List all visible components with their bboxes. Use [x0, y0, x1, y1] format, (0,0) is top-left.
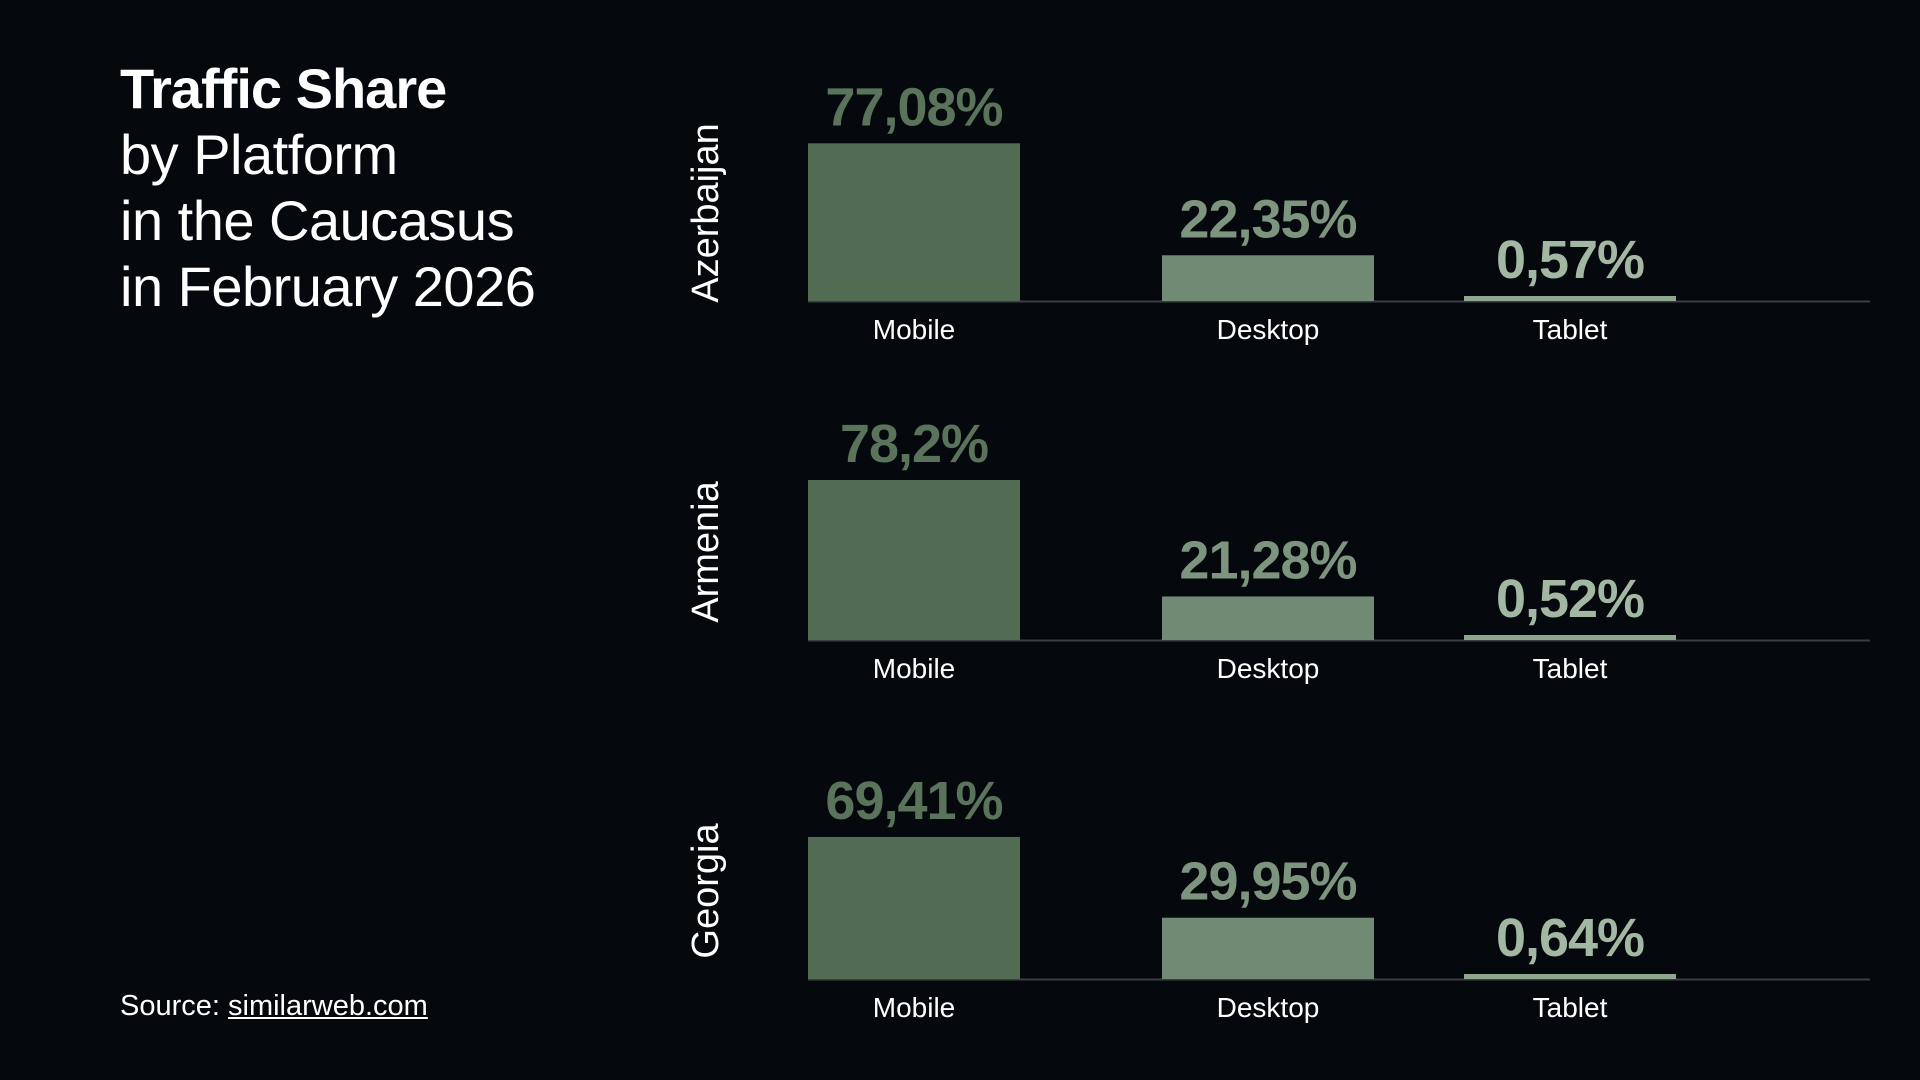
- bar-georgia-mobile: [808, 836, 1020, 979]
- value-label-georgia-mobile: 69,41%: [825, 771, 1002, 831]
- chart-subtitle-line-1: by Platform: [120, 123, 398, 186]
- value-label-armenia-tablet: 0,52%: [1496, 569, 1644, 629]
- value-label-armenia-mobile: 78,2%: [840, 414, 988, 474]
- value-label-georgia-desktop: 29,95%: [1179, 852, 1356, 912]
- chart-subtitle-line-2: in the Caucasus: [120, 189, 515, 252]
- category-label-azerbaijan-desktop: Desktop: [1217, 314, 1320, 345]
- country-label-georgia: Georgia: [685, 823, 727, 959]
- bar-georgia-tablet: [1464, 974, 1676, 979]
- bar-azerbaijan-mobile: [808, 143, 1020, 301]
- chart-subtitle-line-3: in February 2026: [120, 255, 536, 318]
- value-label-georgia-tablet: 0,64%: [1496, 908, 1644, 968]
- bar-armenia-desktop: [1162, 596, 1374, 640]
- category-label-armenia-mobile: Mobile: [873, 653, 955, 684]
- category-label-georgia-desktop: Desktop: [1217, 992, 1320, 1023]
- source-prefix: Source:: [120, 990, 228, 1022]
- category-label-azerbaijan-mobile: Mobile: [873, 314, 955, 345]
- country-label-azerbaijan: Azerbaijan: [685, 123, 727, 303]
- bar-georgia-desktop: [1162, 917, 1374, 979]
- category-label-georgia-tablet: Tablet: [1533, 992, 1608, 1023]
- bar-armenia-mobile: [808, 480, 1020, 640]
- value-label-azerbaijan-tablet: 0,57%: [1496, 230, 1644, 290]
- source-link[interactable]: similarweb.com: [228, 990, 428, 1022]
- category-label-azerbaijan-tablet: Tablet: [1533, 314, 1608, 345]
- bar-armenia-tablet: [1464, 635, 1676, 640]
- value-label-azerbaijan-mobile: 77,08%: [825, 77, 1002, 137]
- category-label-armenia-tablet: Tablet: [1533, 653, 1608, 684]
- bar-azerbaijan-desktop: [1162, 255, 1374, 301]
- chart-title: Traffic Share: [120, 57, 447, 120]
- country-label-armenia: Armenia: [685, 480, 727, 622]
- category-label-armenia-desktop: Desktop: [1217, 653, 1320, 684]
- value-label-armenia-desktop: 21,28%: [1179, 530, 1356, 590]
- source-note: Source: similarweb.com: [120, 990, 428, 1023]
- category-label-georgia-mobile: Mobile: [873, 992, 955, 1023]
- bar-azerbaijan-tablet: [1464, 296, 1676, 301]
- title-block: Traffic Share by Platform in the Caucasu…: [120, 56, 680, 320]
- value-label-azerbaijan-desktop: 22,35%: [1179, 189, 1356, 249]
